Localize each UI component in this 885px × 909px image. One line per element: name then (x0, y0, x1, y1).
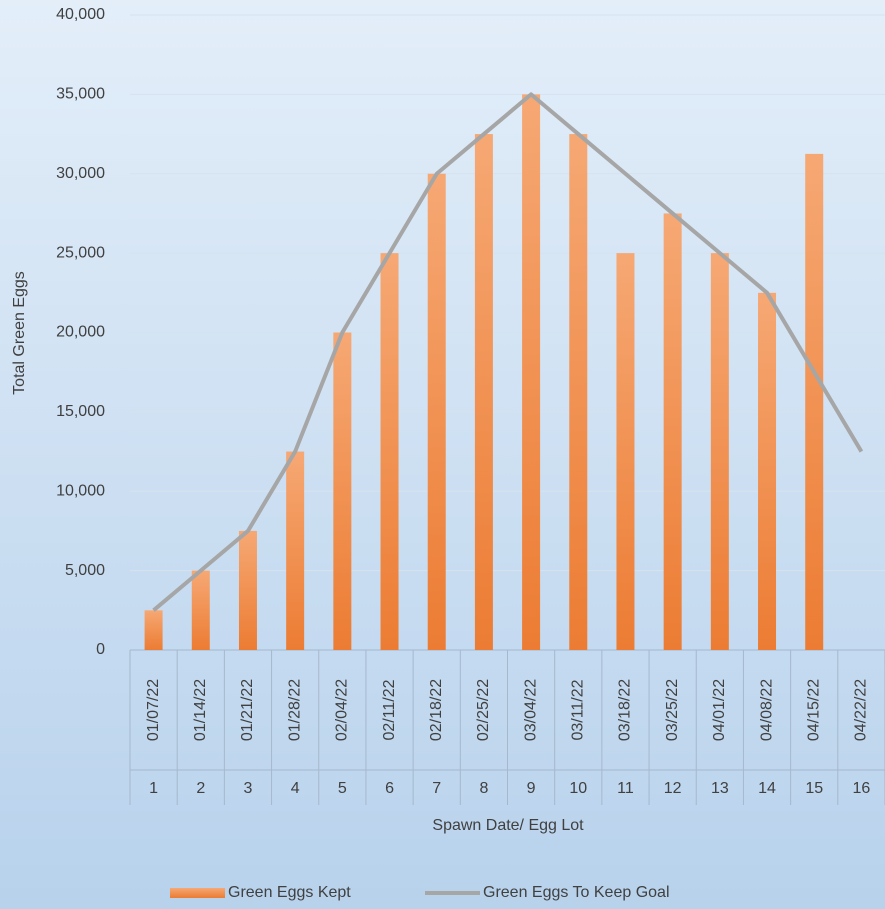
bar (144, 610, 163, 650)
legend-swatch (170, 888, 225, 898)
bar (663, 213, 682, 650)
legend-label: Green Eggs To Keep Goal (483, 884, 670, 901)
x-tick-label: 02/25/22 (475, 679, 492, 741)
x-tick-label: 01/28/22 (286, 679, 303, 741)
y-axis-title: Total Green Eggs (11, 271, 28, 395)
bar (616, 253, 635, 650)
x-tick-label: 04/15/22 (805, 679, 822, 741)
lot-label: 8 (479, 780, 488, 797)
bar (191, 570, 210, 650)
x-tick-label: 02/18/22 (428, 679, 445, 741)
y-tick-label: 25,000 (56, 244, 105, 261)
lot-label: 11 (617, 780, 634, 797)
lot-label: 9 (527, 780, 536, 797)
legend-label: Green Eggs Kept (228, 884, 351, 901)
lot-label: 12 (664, 780, 682, 797)
bar (522, 94, 541, 650)
bar (710, 253, 729, 650)
bar (286, 451, 305, 650)
bar (474, 134, 493, 650)
bar (805, 153, 824, 650)
lot-label: 14 (758, 780, 776, 797)
bar (238, 530, 257, 650)
x-tick-label: 01/21/22 (239, 679, 256, 741)
y-tick-label: 20,000 (56, 324, 105, 341)
bar (758, 292, 777, 650)
lot-label: 3 (244, 780, 253, 797)
lot-label: 16 (853, 780, 871, 797)
x-tick-label: 03/25/22 (664, 679, 681, 741)
x-tick-label: 01/14/22 (192, 679, 209, 741)
x-tick-label: 04/22/22 (853, 679, 870, 741)
lot-label: 10 (569, 780, 587, 797)
lot-label: 4 (291, 780, 300, 797)
lot-label: 6 (385, 780, 394, 797)
y-tick-label: 0 (96, 641, 105, 658)
lot-label: 1 (149, 780, 158, 797)
y-tick-label: 10,000 (56, 482, 105, 499)
x-tick-label: 03/04/22 (522, 679, 539, 741)
x-tick-label: 02/04/22 (334, 679, 351, 741)
bar (380, 253, 399, 650)
lot-label: 13 (711, 780, 729, 797)
bar (427, 173, 446, 650)
y-tick-label: 15,000 (56, 403, 105, 420)
line (152, 92, 864, 612)
x-tick-label: 02/11/22 (381, 679, 398, 740)
lot-label: 7 (432, 780, 441, 797)
y-tick-label: 5,000 (65, 562, 105, 579)
lot-label: 15 (805, 780, 823, 797)
bar (569, 134, 588, 650)
lot-label: 2 (196, 780, 205, 797)
y-tick-label: 30,000 (56, 165, 105, 182)
x-axis-title: Spawn Date/ Egg Lot (432, 817, 584, 834)
x-tick-label: 04/08/22 (758, 679, 775, 741)
x-tick-label: 03/11/22 (570, 679, 587, 740)
x-tick-label: 03/18/22 (617, 679, 634, 741)
y-tick-label: 35,000 (56, 86, 105, 103)
x-tick-label: 04/01/22 (711, 679, 728, 741)
bar (333, 332, 352, 650)
y-tick-label: 40,000 (56, 6, 105, 23)
x-tick-label: 01/07/22 (145, 679, 162, 741)
lot-label: 5 (338, 780, 347, 797)
